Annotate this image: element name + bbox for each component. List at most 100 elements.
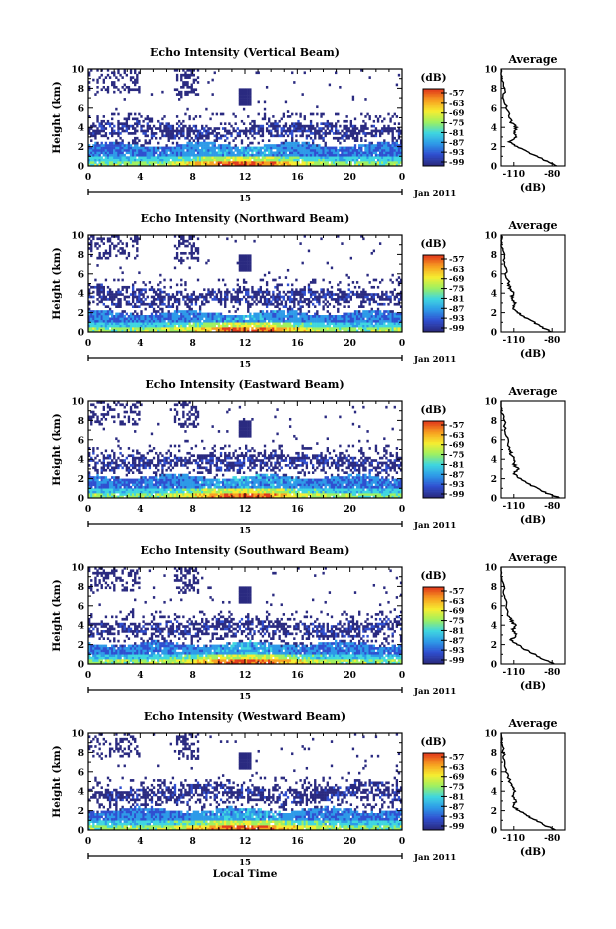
heatmap-cell — [100, 488, 103, 491]
heatmap-cell — [335, 293, 338, 296]
heatmap-cell — [188, 146, 191, 150]
heatmap-cell — [111, 122, 114, 126]
heatmap-cell — [196, 298, 200, 301]
panel-2: Echo Intensity (Eastward Beam)0 4 8 12 16 20 0… — [51, 378, 566, 536]
heatmap-cell — [146, 327, 149, 330]
heatmap-cell — [98, 151, 101, 155]
heatmap-cell — [385, 290, 388, 294]
heatmap-cell — [188, 115, 191, 118]
heatmap-cell — [364, 132, 367, 135]
heatmap-cell — [387, 151, 390, 155]
heatmap-cell — [299, 127, 302, 130]
heatmap-cell — [111, 134, 114, 138]
heatmap-cell — [228, 132, 231, 135]
heatmap-cell — [328, 124, 332, 128]
heatmap-cell — [288, 129, 292, 133]
heatmap-cell — [295, 315, 298, 318]
heatmap-cell — [188, 324, 191, 328]
heatmap-cell — [171, 317, 175, 321]
heatmap-cell — [278, 293, 281, 296]
heatmap-cell — [286, 158, 290, 162]
heatmap-cell — [140, 288, 143, 292]
heatmap-cell — [96, 163, 99, 167]
heatmap-cell — [100, 88, 103, 92]
heatmap-cell — [339, 158, 342, 162]
heatmap-cell — [303, 312, 306, 316]
heatmap-cell — [205, 261, 208, 265]
heatmap-cell — [353, 315, 357, 318]
heatmap-cell — [274, 129, 277, 133]
heatmap-cell — [291, 163, 294, 167]
heatmap-cell — [299, 122, 302, 126]
heatmap-cell — [154, 324, 158, 328]
heatmap-cell — [127, 112, 131, 116]
heatmap-cell — [311, 163, 315, 167]
heatmap-cell — [389, 310, 392, 313]
heatmap-cell — [106, 481, 110, 484]
heatmap-cell — [106, 456, 110, 460]
heatmap-cell — [108, 254, 112, 258]
heatmap-cell — [288, 151, 292, 155]
heatmap-cell — [146, 315, 149, 318]
heatmap-cell — [274, 329, 277, 333]
heatmap-cell — [113, 144, 116, 147]
heatmap-cell — [378, 158, 382, 162]
heatmap-cell — [165, 161, 168, 164]
heatmap-cell — [217, 315, 221, 318]
heatmap-cell — [376, 156, 380, 159]
heatmap-cell — [108, 488, 112, 491]
heatmap-cell — [134, 235, 137, 238]
heatmap-cell — [190, 300, 193, 304]
x-tick-label: 16 — [291, 339, 304, 349]
heatmap-cell — [178, 244, 181, 248]
heatmap-cell — [192, 146, 196, 150]
heatmap-cell — [198, 161, 202, 164]
day-label: 15 — [239, 194, 251, 204]
heatmap-cell — [259, 146, 262, 150]
heatmap-cell — [115, 141, 118, 145]
heatmap-cell — [270, 153, 273, 157]
heatmap-cell — [395, 329, 399, 333]
heatmap-cell — [265, 324, 269, 328]
heatmap-cell — [98, 153, 101, 157]
panel-title: Echo Intensity (Northward Beam) — [141, 212, 350, 225]
heatmap-cell — [376, 312, 380, 316]
heatmap-cell — [140, 293, 143, 296]
heatmap-cell — [188, 329, 191, 333]
heatmap-cell — [134, 310, 137, 313]
heatmap-cell — [192, 251, 196, 255]
heatmap-cell — [284, 322, 288, 325]
heatmap-cell — [272, 293, 275, 296]
heatmap-cell — [148, 153, 152, 157]
heatmap-cell — [353, 139, 357, 142]
heatmap-cell — [117, 322, 120, 325]
heatmap-cell — [295, 127, 298, 130]
heatmap-cell — [368, 76, 371, 79]
heatmap-cell — [136, 144, 139, 147]
heatmap-cell — [272, 122, 275, 126]
heatmap-cell — [186, 310, 189, 313]
heatmap-cell — [138, 122, 141, 126]
heatmap-cell — [366, 317, 369, 321]
heatmap-cell — [209, 290, 212, 294]
heatmap-cell — [217, 153, 221, 157]
heatmap-cell — [144, 315, 147, 318]
heatmap-cell — [217, 327, 221, 330]
heatmap-cell — [257, 158, 260, 162]
heatmap-cell — [226, 293, 229, 296]
heatmap-cell — [94, 456, 97, 460]
heatmap-cell — [355, 149, 359, 152]
heatmap-cell — [178, 310, 181, 313]
heatmap-cell — [301, 312, 304, 316]
heatmap-cell — [108, 456, 112, 460]
heatmap-cell — [173, 156, 177, 159]
heatmap-cell — [251, 322, 254, 325]
heatmap-cell — [194, 319, 198, 323]
heatmap-cell — [303, 298, 306, 301]
heatmap-cell — [263, 315, 267, 318]
heatmap-cell — [140, 300, 143, 304]
colorbar-segment — [423, 320, 444, 323]
heatmap-cell — [211, 78, 214, 82]
heatmap-cell — [257, 163, 260, 167]
colorbar-segment — [423, 255, 444, 257]
